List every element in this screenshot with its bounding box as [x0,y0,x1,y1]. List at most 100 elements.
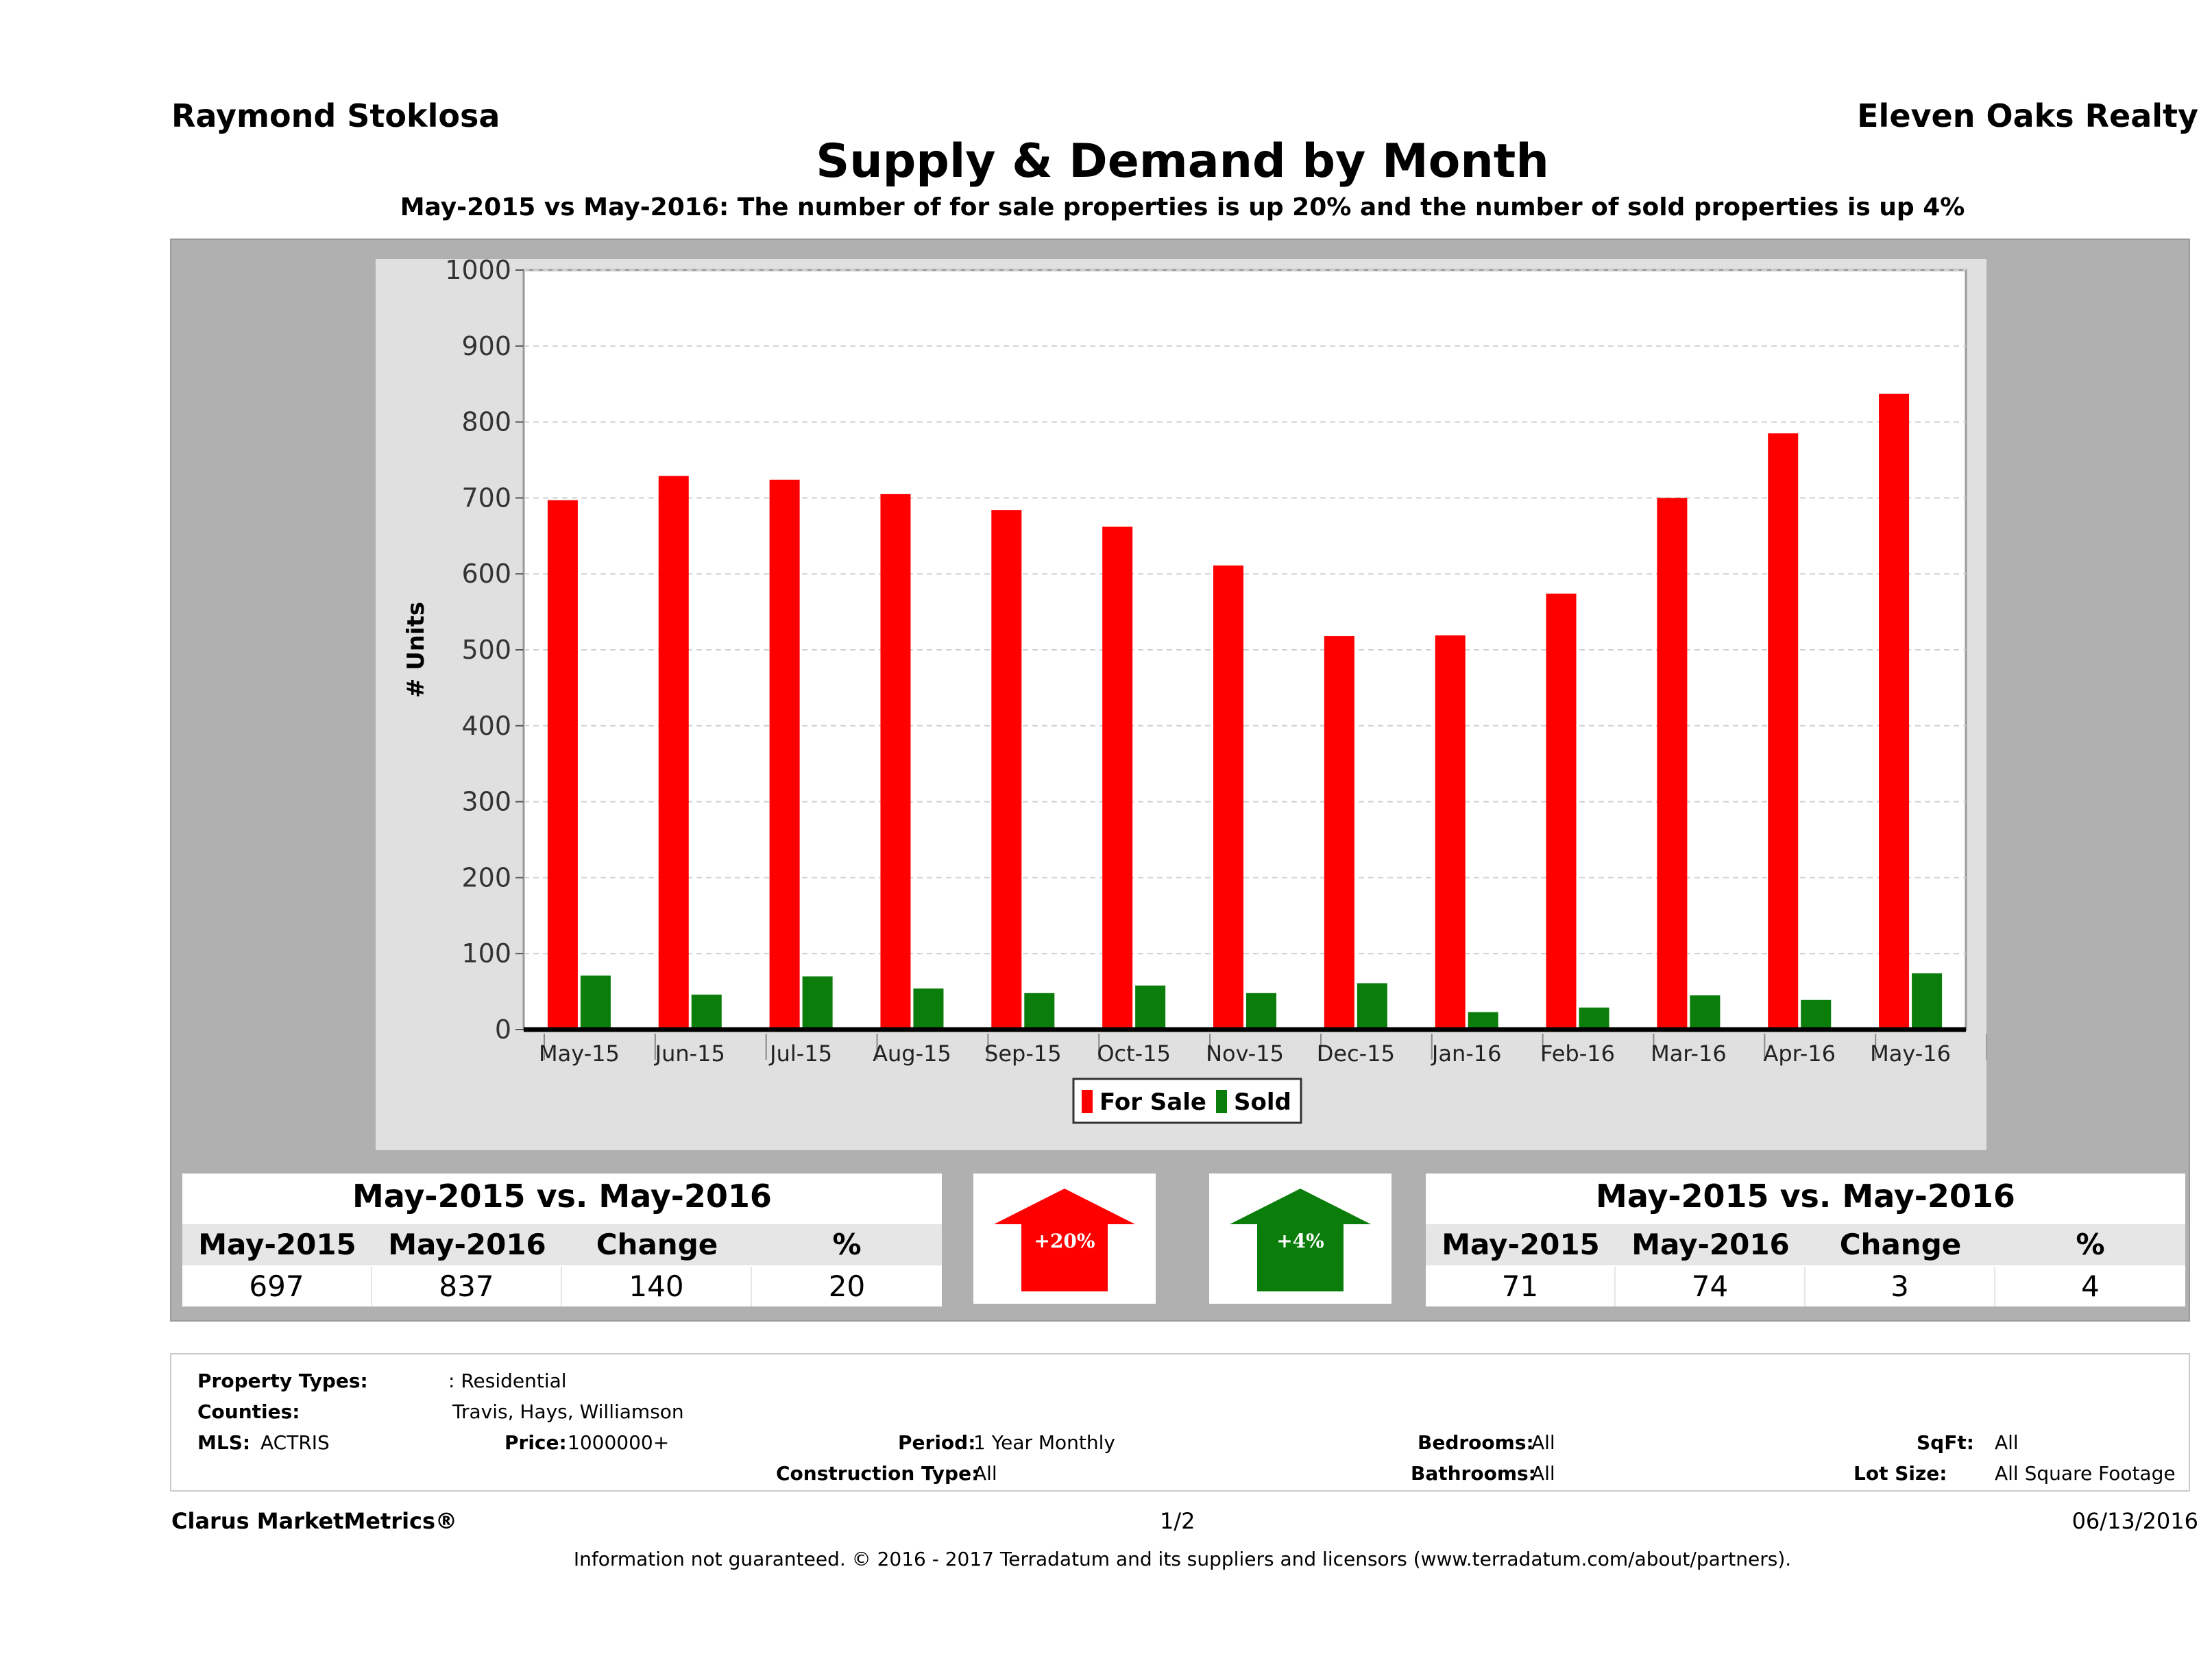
chart-title: Supply & Demand by Month [816,134,1549,189]
x-tick-label: Dec-15 [1317,1041,1395,1067]
y-axis-label: # Units [402,602,430,698]
x-tick-label: Oct-15 [1097,1041,1171,1067]
sold-stats-value-row: 71 74 3 4 [1426,1267,2185,1306]
y-tick-label: 100 [461,938,511,969]
footer-brand: Clarus MarketMetrics® [171,1508,458,1534]
counties-label: Counties: [197,1400,300,1423]
x-tick-label: Nov-15 [1206,1041,1284,1067]
construction-type-label: Construction Type: [776,1462,980,1485]
x-tick-label: Jun-15 [654,1041,725,1067]
y-tick-label: 400 [461,711,511,741]
chart-subtitle: May-2015 vs May-2016: The number of for … [400,193,1965,221]
bathrooms-value: All [1531,1462,1555,1485]
legend-label: Sold [1234,1089,1291,1116]
sold-bar [1579,1007,1609,1030]
sold-stats-table: May-2015 vs. May-2016 May-2015 May-2016 … [1426,1174,2185,1306]
bedrooms-label: Bedrooms: [1418,1431,1534,1454]
bathrooms-label: Bathrooms: [1411,1462,1536,1485]
sold-bar [1357,983,1387,1030]
property-types-value: : Residential [448,1370,567,1392]
for-sale-value-may-2016: 837 [372,1267,562,1306]
sold-bar [691,995,722,1030]
search-criteria: Property Types: : Residential Counties: … [170,1353,2190,1492]
for-sale-bar [1435,635,1466,1030]
sold-bar [1246,993,1276,1030]
brokerage-name: Eleven Oaks Realty [1857,97,2198,134]
y-tick-label: 600 [461,559,511,589]
x-tick-label: Jan-16 [1431,1041,1502,1067]
sold-value-change: 3 [1806,1267,1995,1306]
for-sale-header-may-2015: May-2015 [198,1228,356,1261]
for-sale-bar [880,494,911,1030]
sold-header-change: Change [1839,1228,1962,1261]
page-number: 1/2 [1160,1508,1195,1534]
y-tick-label: 500 [461,635,511,665]
x-tick-label: May-15 [539,1041,620,1067]
counties-value: Travis, Hays, Williamson [452,1400,684,1423]
for-sale-value-percent: 20 [828,1269,866,1303]
sold-bar [1135,985,1166,1030]
for-sale-bar [1657,498,1688,1030]
y-tick-label: 700 [461,483,511,513]
up-arrow-icon: +20% [994,1189,1135,1291]
sold-bar [1024,993,1055,1030]
price-label: Price: [505,1431,567,1454]
legend [1072,1078,1302,1124]
mls-label: MLS: [197,1431,251,1454]
for-sale-bar [1102,526,1133,1030]
for-sale-bar [1324,636,1354,1030]
for-sale-arrow-label: +20% [1034,1230,1095,1252]
x-tick-label: Jul-15 [768,1041,832,1067]
for-sale-value-change: 140 [562,1267,752,1306]
x-tick-label: Sep-15 [984,1041,1062,1067]
for-sale-change-arrow: +20% [973,1174,1156,1304]
bedrooms-value: All [1531,1431,1555,1454]
property-types-label: Property Types: [197,1370,368,1392]
for-sale-bar [1546,594,1577,1030]
period-value: 1 Year Monthly [973,1431,1116,1454]
sold-stats-title: May-2015 vs. May-2016 [1596,1178,2015,1215]
for-sale-bar [658,476,689,1030]
sold-value-percent: 4 [2081,1269,2100,1303]
sqft-label: SqFt: [1917,1431,1974,1454]
sold-bar [802,976,833,1030]
sold-value-may-2015: 71 [1426,1267,1616,1306]
for-sale-header-change: Change [596,1228,718,1261]
for-sale-bar [1879,393,1910,1030]
x-tick-label: Apr-16 [1763,1041,1836,1067]
report-date: 06/13/2016 [2071,1508,2198,1534]
chart-area: 0 100 200 300 400 500 600 700 800 900 1000 # Units M… [376,259,1986,1150]
sold-bar [1690,995,1721,1030]
y-tick-label: 900 [461,331,511,361]
sold-change-arrow: +4% [1209,1174,1391,1304]
y-tick-label: 1000 [445,259,511,285]
for-sale-stats-title: May-2015 vs. May-2016 [352,1178,772,1215]
sold-bar [1801,999,1832,1030]
sold-header-may-2016: May-2016 [1631,1228,1790,1261]
sqft-value: All [1995,1431,2019,1454]
for-sale-header-percent: % [832,1228,862,1261]
for-sale-bar [769,479,800,1030]
for-sale-bar [1213,566,1243,1030]
sold-value-may-2016: 74 [1616,1267,1806,1306]
sold-bar [580,975,611,1030]
x-tick-label: Aug-15 [873,1041,951,1067]
sold-bar [913,988,944,1030]
legend-swatch [1216,1090,1227,1113]
lot-size-label: Lot Size: [1854,1462,1947,1485]
for-sale-stats-table: May-2015 vs. May-2016 May-2015 May-2016 … [182,1174,942,1306]
sold-stats-header-row: May-2015 May-2016 Change % [1426,1224,2185,1265]
price-value: 1000000+ [568,1431,670,1454]
y-tick-label: 200 [461,862,511,892]
legend-label: For Sale [1099,1089,1206,1116]
x-tick-label: Feb-16 [1540,1041,1615,1067]
sold-bar [1468,1012,1498,1030]
mls-value: ACTRIS [260,1431,330,1454]
up-arrow-icon: +4% [1230,1189,1371,1291]
for-sale-stats-header-row: May-2015 May-2016 Change % [182,1224,942,1265]
lot-size-value: All Square Footage [1995,1462,2176,1485]
x-tick-label: May-16 [1870,1041,1951,1067]
for-sale-bar [1768,433,1799,1030]
agent-name: Raymond Stoklosa [171,97,500,134]
y-tick-label: 0 [495,1014,511,1045]
